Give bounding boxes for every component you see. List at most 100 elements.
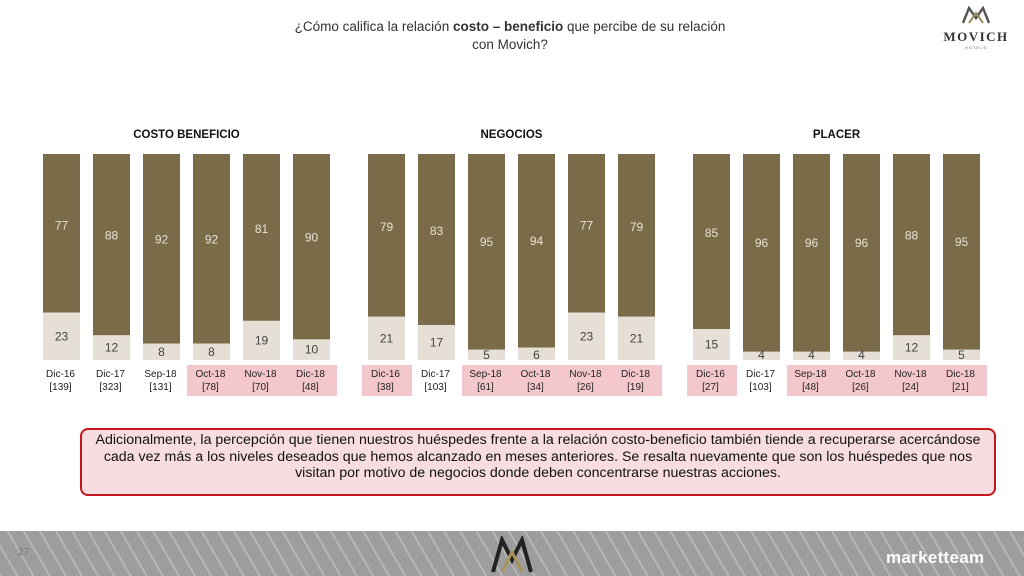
data-label-bottom: 19 <box>255 333 269 347</box>
bar-segment-bottom <box>568 312 605 360</box>
category-label: Sep-18 <box>794 369 827 380</box>
category-label: Oct-18 <box>520 369 550 380</box>
data-label-top: 77 <box>580 218 594 232</box>
highlight-bg <box>512 365 562 396</box>
bar-segment-bottom <box>293 339 330 360</box>
title-text-line2: con Movich? <box>472 37 548 52</box>
title-text-start: ¿Cómo califica la relación <box>294 19 453 34</box>
data-label-bottom: 21 <box>630 331 644 345</box>
data-label-top: 95 <box>480 235 494 249</box>
base-label: [21] <box>952 382 969 393</box>
highlight-bg <box>612 365 662 396</box>
data-label-bottom: 12 <box>905 341 919 355</box>
bar-segment-top <box>43 154 80 313</box>
bar-segment-bottom <box>793 351 830 360</box>
data-label-top: 83 <box>430 224 444 238</box>
base-label: [78] <box>202 382 219 393</box>
footer-monogram-icon <box>491 536 533 573</box>
bar-segment-bottom <box>693 329 730 360</box>
base-label: [19] <box>627 382 644 393</box>
category-label: Dic-18 <box>946 369 975 380</box>
bar-segment-bottom <box>143 343 180 360</box>
bar-segment-bottom <box>368 316 405 360</box>
data-label-bottom: 10 <box>305 343 319 357</box>
bar-segment-bottom <box>193 343 230 360</box>
bar-segment-top <box>893 154 930 336</box>
base-label: [38] <box>377 382 394 393</box>
highlight-bg <box>887 365 937 396</box>
bar-segment-bottom <box>43 312 80 360</box>
page-number: 27 <box>18 547 30 558</box>
data-label-top: 95 <box>955 235 969 249</box>
base-label: [70] <box>252 382 269 393</box>
chart-title: PLACER <box>813 129 861 141</box>
bar-segment-top <box>743 154 780 352</box>
base-label: [103] <box>424 382 446 393</box>
bar-segment-top <box>293 154 330 340</box>
data-label-top: 79 <box>380 220 394 234</box>
data-label-bottom: 12 <box>105 341 119 355</box>
category-label: Dic-18 <box>621 369 650 380</box>
base-label: [48] <box>302 382 319 393</box>
bar-segment-bottom <box>843 351 880 360</box>
category-label: Nov-18 <box>244 369 277 380</box>
bar-segment-bottom <box>93 335 130 360</box>
data-label-bottom: 23 <box>580 329 594 343</box>
bar-segment-bottom <box>468 349 505 360</box>
movich-logo: MOVICH HOTELS <box>938 5 1014 50</box>
chart-title: COSTO BENEFICIO <box>133 129 240 141</box>
data-label-top: 96 <box>855 236 869 250</box>
bar-segment-bottom <box>243 320 280 360</box>
data-label-bottom: 5 <box>958 348 965 362</box>
bar-segment-top <box>843 154 880 352</box>
base-label: [323] <box>99 382 121 393</box>
data-label-top: 96 <box>805 236 819 250</box>
data-label-bottom: 5 <box>483 348 490 362</box>
data-label-bottom: 8 <box>158 345 165 359</box>
bar-segment-top <box>568 154 605 313</box>
bar-segment-bottom <box>893 335 930 360</box>
bar-segment-top <box>193 154 230 344</box>
conclusion-callout: Adicionalmente, la percepción que tienen… <box>80 428 996 496</box>
category-label: Dic-16 <box>371 369 400 380</box>
bar-segment-top <box>943 154 980 350</box>
data-label-bottom: 17 <box>430 335 444 349</box>
bar-segment-top <box>368 154 405 317</box>
movich-monogram-icon <box>961 5 991 24</box>
category-label: Dic-18 <box>296 369 325 380</box>
highlight-bg <box>287 365 337 396</box>
data-label-top: 79 <box>630 220 644 234</box>
brand-sub: HOTELS <box>964 45 987 50</box>
category-label: Sep-18 <box>469 369 502 380</box>
bar-segment-bottom <box>943 349 980 360</box>
base-label: [26] <box>577 382 594 393</box>
highlight-bg <box>787 365 837 396</box>
conclusion-text: Adicionalmente, la percepción que tienen… <box>95 432 981 481</box>
data-label-bottom: 6 <box>533 348 540 362</box>
bar-segment-top <box>468 154 505 350</box>
bar-segment-top <box>518 154 555 348</box>
bar-segment-top <box>143 154 180 344</box>
bar-segment-bottom <box>518 347 555 360</box>
base-label: [103] <box>749 382 771 393</box>
data-label-bottom: 15 <box>705 338 719 352</box>
agency-logo: marketteam <box>886 548 985 567</box>
bar-segment-top <box>693 154 730 330</box>
bar-segment-top <box>793 154 830 352</box>
base-label: [139] <box>49 382 71 393</box>
category-label: Dic-16 <box>46 369 75 380</box>
highlight-bg <box>462 365 512 396</box>
chart-title: NEGOCIOS <box>481 129 543 141</box>
highlight-bg <box>362 365 412 396</box>
bar-segment-bottom <box>418 324 455 360</box>
base-label: [48] <box>802 382 819 393</box>
bar-segment-top <box>243 154 280 321</box>
charts-area: COSTO BENEFICIO 77 23 Dic-16 [139] 88 12 Dic-17… <box>43 129 987 396</box>
bar-segment-top <box>618 154 655 317</box>
data-label-bottom: 4 <box>808 348 815 362</box>
data-label-top: 81 <box>255 222 269 236</box>
data-label-top: 88 <box>105 229 119 243</box>
data-label-top: 90 <box>305 230 319 244</box>
category-label: Dic-17 <box>421 369 450 380</box>
data-label-top: 92 <box>155 232 169 246</box>
